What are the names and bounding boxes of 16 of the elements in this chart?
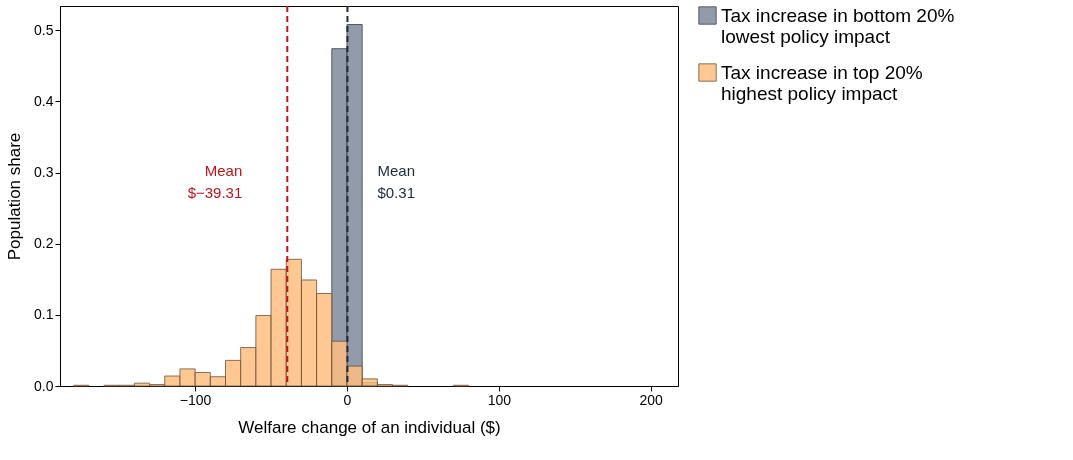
y-tick-label: 0.4: [34, 92, 54, 109]
legend-label: Tax increase in bottom 20% lowest policy impact: [721, 4, 955, 47]
legend-label: Tax increase in top 20% highest policy impact: [721, 61, 923, 104]
y-tick-label: 0.3: [34, 164, 54, 181]
x-tick-label: −100: [179, 391, 212, 408]
y-tick-label: 0.1: [34, 306, 54, 323]
y-tick-label: 0.5: [34, 21, 54, 38]
ref-line-label: Mean $0.31: [377, 162, 415, 201]
y-tick-label: 0.0: [34, 377, 54, 394]
y-tick-label: 0.2: [34, 235, 54, 252]
ref-line-label: Mean $−39.31: [187, 162, 243, 201]
x-tick-label: 100: [487, 391, 512, 408]
x-tick-label: 200: [639, 391, 664, 408]
y-axis-title: Population share: [5, 132, 25, 261]
x-axis-title: Welfare change of an individual ($): [238, 417, 501, 437]
x-tick-label: 0: [343, 391, 352, 408]
